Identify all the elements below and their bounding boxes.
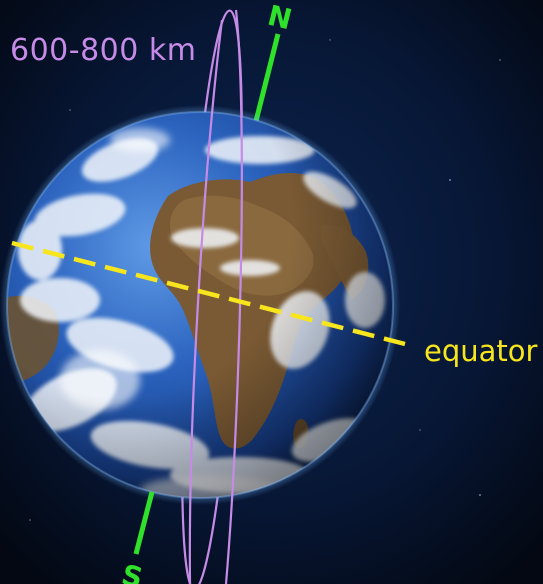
polar-orbit-front <box>224 9 243 584</box>
orbit-altitude-label: 600-800 km <box>10 33 197 68</box>
equator-line <box>11 240 406 347</box>
axis-south-segment <box>133 491 155 555</box>
equator-label: equator <box>424 334 538 368</box>
stars <box>29 39 501 521</box>
earth-globe <box>6 111 394 499</box>
axis-north-segment <box>253 33 281 122</box>
polar-orbit-front-left <box>188 19 224 584</box>
